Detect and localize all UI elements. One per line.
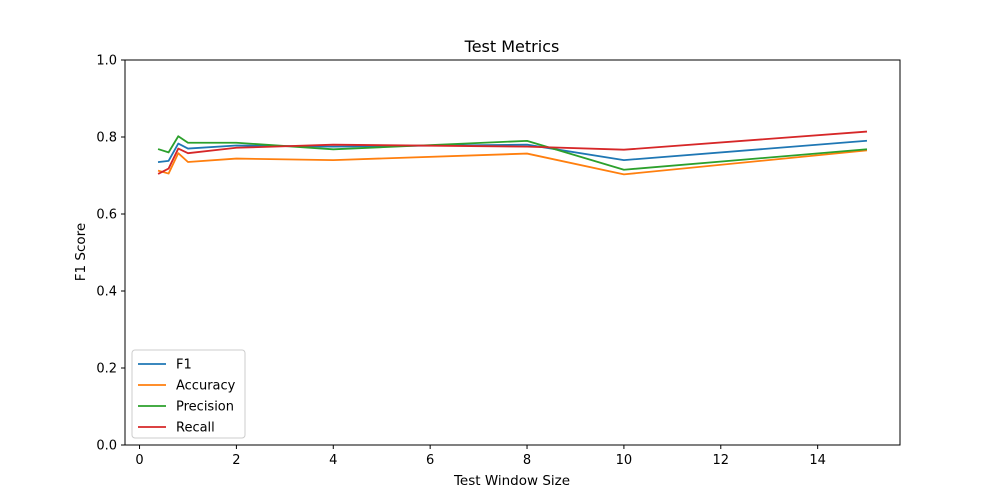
y-tick-label: 0.6 — [96, 208, 117, 223]
legend-box — [131, 349, 246, 439]
x-axis: 0 2 4 6 8 10 12 14 — [135, 445, 826, 468]
legend: F1 Accuracy Precision Recall — [131, 349, 246, 439]
series-line-f1 — [157, 139, 868, 164]
x-tick-label: 8 — [523, 453, 531, 468]
series-layer — [157, 130, 868, 176]
x-tick-label: 4 — [329, 453, 337, 468]
y-axis: 0.0 0.2 0.4 0.6 0.8 1.0 — [96, 54, 125, 454]
legend-label-precision: Precision — [176, 400, 234, 415]
legend-label-accuracy: Accuracy — [176, 379, 236, 394]
x-tick-label: 14 — [809, 453, 826, 468]
x-tick-label: 0 — [135, 453, 143, 468]
y-tick-label: 0.4 — [96, 285, 117, 300]
y-tick-label: 0.2 — [96, 362, 117, 377]
y-tick-label: 0.8 — [96, 131, 117, 146]
chart-title: Test Metrics — [464, 37, 560, 56]
series-line-accuracy — [157, 149, 868, 176]
series-line-precision — [157, 135, 868, 171]
y-tick-label: 1.0 — [96, 54, 117, 69]
legend-label-f1: F1 — [176, 358, 192, 373]
x-tick-label: 6 — [426, 453, 434, 468]
x-tick-label: 10 — [616, 453, 633, 468]
plot-area-frame — [124, 59, 901, 446]
x-axis-label: Test Window Size — [453, 473, 570, 489]
x-tick-label: 2 — [232, 453, 240, 468]
series-line-recall — [157, 130, 868, 175]
y-axis-label: F1 Score — [73, 223, 89, 281]
y-tick-label: 0.0 — [96, 439, 117, 454]
legend-label-recall: Recall — [176, 421, 215, 436]
x-tick-label: 12 — [713, 453, 730, 468]
